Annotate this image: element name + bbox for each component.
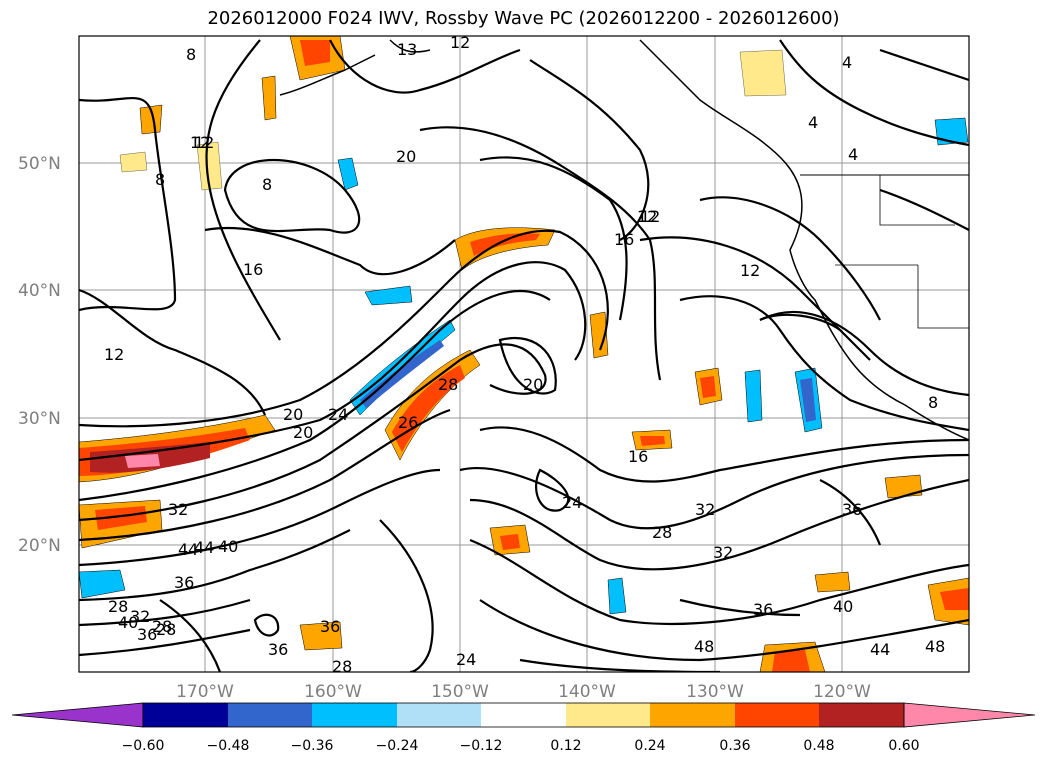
contour-label: 32 [168,500,188,519]
contour-label: 12 [740,261,760,280]
colorbar-label: −0.36 [291,738,334,754]
colorbar: −0.60 −0.48 −0.36 −0.24 −0.12 0.12 0.24 … [11,702,1036,754]
contour-label: 44 [870,640,890,659]
contour-label: 13 [397,40,417,59]
contour-label: 36 [753,600,773,619]
contour-label: 20 [396,147,416,166]
contour-label: 28 [652,523,672,542]
contour-label: 36 [268,640,288,659]
map-area [79,36,969,672]
colorbar-label: 0.48 [803,738,834,754]
colorbar-segment [735,703,819,727]
colorbar-label: 0.60 [888,738,919,754]
contour-label: 32 [713,543,733,562]
colorbar-label: −0.24 [376,738,419,754]
colorbar-segment [481,703,566,727]
colorbar-segment [819,703,904,727]
iwv-contours [79,39,969,672]
longitude-labels: 170°W 160°W 150°W 140°W 130°W 120°W [176,682,871,702]
colorbar-segment [397,703,481,727]
contour-label: 4 [808,113,818,132]
colorbar-label: 0.12 [550,738,581,754]
contour-label: 28 [332,657,352,676]
contour-label: 44 [194,538,214,557]
colorbar-label: −0.48 [207,738,250,754]
contour-label: 20 [523,375,543,394]
contour-label: 12 [190,133,210,152]
contour-label: 12 [637,207,657,226]
colorbar-label: −0.60 [122,738,165,754]
lon-label-150w: 150°W [431,682,489,702]
lat-label-40n: 40°N [18,281,61,301]
contour-label: 20 [283,405,303,424]
contour-label: 36 [174,573,194,592]
contour-label: 36 [320,617,340,636]
contour-label: 36 [137,625,157,644]
contour-label: 24 [328,405,348,424]
contour-label: 28 [438,375,458,394]
contour-label: 8 [155,170,165,189]
contour-label: 16 [628,447,648,466]
contour-label: 24 [562,493,582,512]
colorbar-label: 0.24 [634,738,665,754]
lon-label-130w: 130°W [686,682,744,702]
colorbar-segment [312,703,397,727]
contour-label: 12 [450,33,470,52]
contour-label: 8 [186,45,196,64]
contour-label: 28 [152,617,172,636]
contour-label: 4 [848,145,858,164]
contour-label: 26 [398,413,418,432]
colorbar-segment [228,703,312,727]
contour-label: 32 [130,607,150,626]
coastlines [279,39,969,441]
contour-label: 36 [842,500,862,519]
lat-label-50n: 50°N [18,154,61,174]
contour-label: 40 [833,597,853,616]
contour-label-group: 8 13 12 4 4 8 12 20 8 4 16 12 16 12 12 2… [104,33,945,676]
contour-label: 48 [925,637,945,656]
lat-label-30n: 30°N [18,409,61,429]
colorbar-label: −0.12 [460,738,503,754]
colorbar-segment [11,702,144,728]
contour-label: 8 [928,393,938,412]
lon-label-160w: 160°W [304,682,362,702]
contour-label: 12 [194,133,214,152]
colorbar-segment [566,703,650,727]
lon-label-120w: 120°W [813,682,871,702]
colorbar-segment [650,703,735,727]
contour-label: 8 [262,175,272,194]
contour-label: 28 [156,620,176,639]
contour-label: 16 [614,230,634,249]
map-title: 2026012000 F024 IWV, Rossby Wave PC (202… [207,8,840,29]
lon-label-170w: 170°W [176,682,234,702]
contour-label: 44 [178,540,198,559]
map-frame [78,35,970,673]
colorbar-label: 0.36 [719,738,750,754]
contour-label: 48 [694,637,714,656]
contour-label: 40 [218,537,238,556]
contour-label: 20 [293,423,313,442]
contour-label: 32 [695,500,715,519]
contour-label: 24 [456,650,476,669]
colorbar-segment [903,702,1036,728]
lat-label-20n: 20°N [18,536,61,556]
colorbar-segment [143,703,228,727]
contour-label: 12 [640,207,660,226]
lon-label-140w: 140°W [558,682,616,702]
latitude-labels: 50°N 40°N 30°N 20°N [18,154,61,556]
contour-label: 28 [108,597,128,616]
contour-label: 16 [243,260,263,279]
contour-label: 40 [118,613,138,632]
contour-label: 12 [104,345,124,364]
contour-label: 4 [842,53,852,72]
